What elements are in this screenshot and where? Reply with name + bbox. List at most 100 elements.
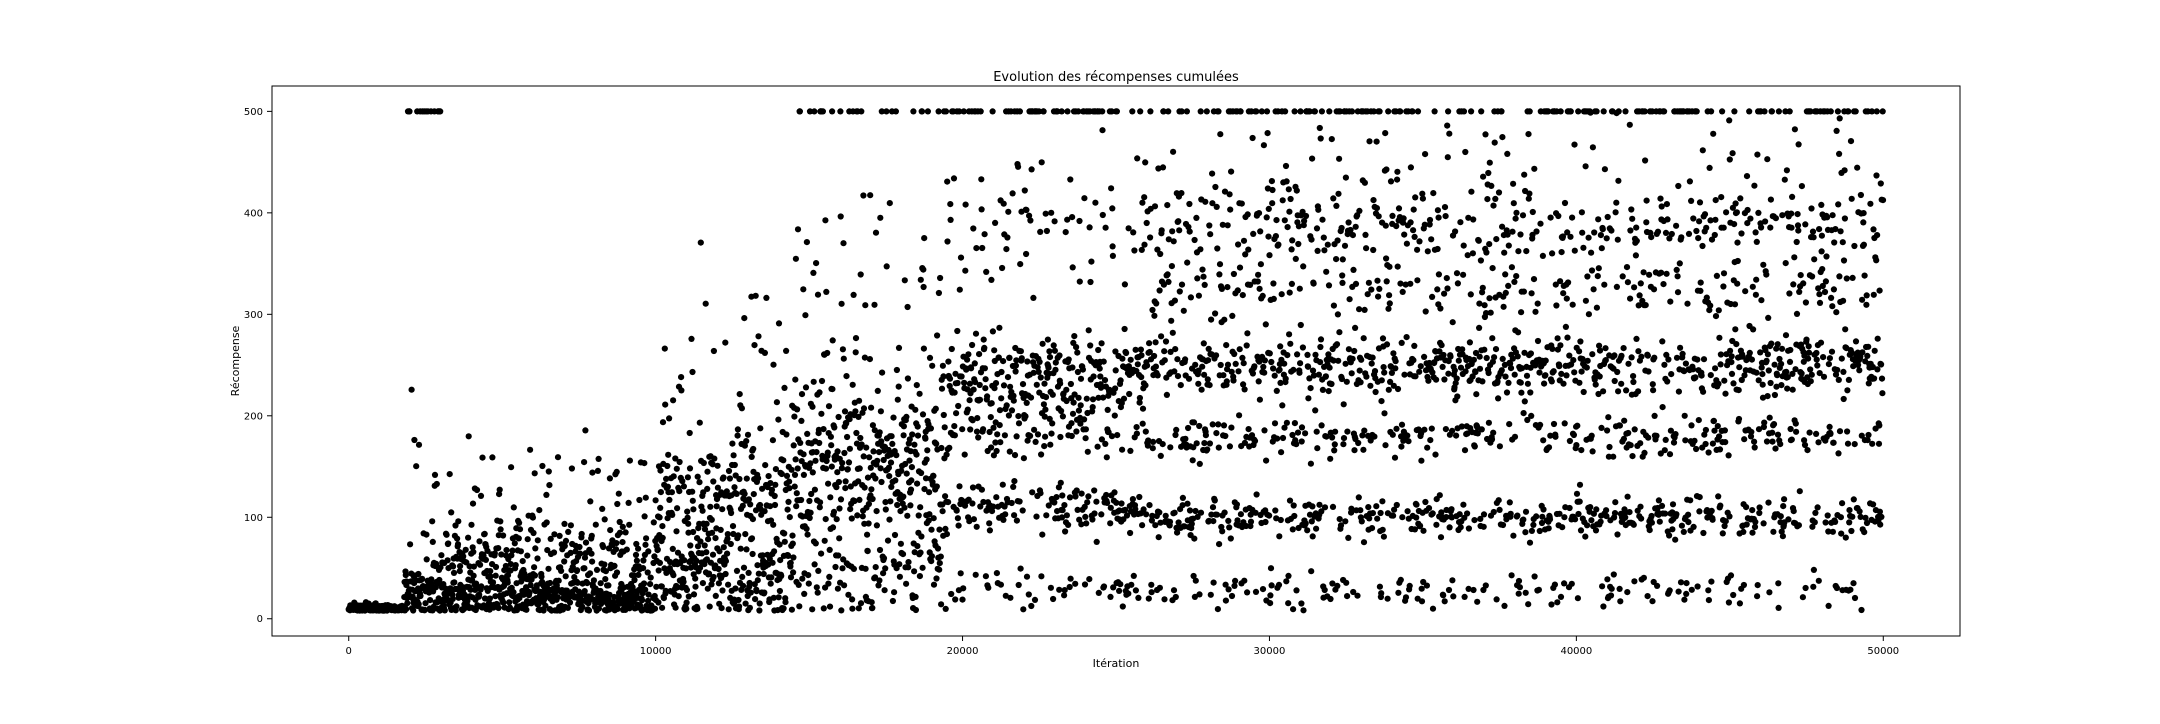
data-point xyxy=(771,501,779,509)
data-point xyxy=(1297,108,1304,115)
data-point xyxy=(1093,538,1100,546)
data-point xyxy=(1285,186,1292,193)
data-point xyxy=(842,478,849,485)
data-point xyxy=(886,200,893,207)
data-point xyxy=(511,540,518,547)
data-point xyxy=(1263,214,1270,221)
data-point xyxy=(1789,193,1796,200)
data-point xyxy=(446,471,453,478)
data-point xyxy=(1445,370,1452,377)
data-point xyxy=(1627,227,1634,234)
data-point xyxy=(1486,295,1493,302)
data-point xyxy=(1325,351,1332,358)
data-point xyxy=(1764,351,1771,358)
data-point xyxy=(759,552,766,559)
data-point xyxy=(882,499,889,506)
data-point xyxy=(1726,156,1733,163)
data-point xyxy=(704,485,711,492)
data-point xyxy=(891,589,898,596)
data-point xyxy=(1010,392,1017,399)
data-point xyxy=(1542,372,1549,379)
data-point xyxy=(1549,345,1556,352)
data-point xyxy=(781,384,788,391)
data-point xyxy=(1275,581,1283,589)
data-point xyxy=(1576,379,1583,386)
data-point xyxy=(1655,497,1662,504)
data-point xyxy=(1069,214,1076,221)
data-point xyxy=(1638,353,1645,360)
data-point xyxy=(1267,600,1274,607)
data-point xyxy=(789,540,796,547)
data-point xyxy=(1374,515,1381,522)
data-point xyxy=(1507,365,1515,372)
data-point xyxy=(864,474,872,481)
data-point xyxy=(1452,228,1459,235)
data-point xyxy=(928,558,935,565)
data-point xyxy=(1766,589,1773,596)
data-point xyxy=(873,508,880,515)
data-point xyxy=(1296,369,1303,376)
data-point xyxy=(1730,380,1737,387)
data-point xyxy=(1260,363,1267,370)
data-point xyxy=(1085,327,1092,334)
data-point xyxy=(1567,108,1574,115)
data-point xyxy=(1317,336,1325,343)
data-point xyxy=(1107,520,1114,527)
data-point xyxy=(713,503,720,510)
data-point xyxy=(1328,136,1335,143)
data-point xyxy=(685,520,692,527)
data-point xyxy=(613,468,620,475)
data-point xyxy=(994,431,1001,438)
data-point xyxy=(771,548,778,555)
data-point xyxy=(1561,514,1568,521)
data-point xyxy=(645,548,652,555)
data-point xyxy=(679,478,686,485)
data-point xyxy=(1193,214,1200,221)
data-point xyxy=(611,562,618,570)
data-point xyxy=(689,497,696,504)
data-point xyxy=(842,485,849,492)
data-point xyxy=(1368,286,1375,293)
data-point xyxy=(1416,238,1423,245)
data-point xyxy=(1713,272,1720,279)
data-point xyxy=(1316,124,1323,132)
data-point xyxy=(1282,108,1289,115)
data-point xyxy=(1257,228,1264,235)
data-point xyxy=(837,496,845,503)
data-point xyxy=(1216,541,1223,548)
data-point xyxy=(1585,311,1592,318)
data-point xyxy=(588,532,595,539)
data-point xyxy=(922,475,930,482)
data-point xyxy=(762,462,769,469)
data-point xyxy=(1787,425,1794,433)
data-point xyxy=(1710,417,1717,424)
data-point xyxy=(1356,367,1363,374)
data-point xyxy=(690,528,697,536)
data-point xyxy=(1163,391,1170,398)
data-point xyxy=(1178,190,1185,197)
data-point xyxy=(1470,586,1477,594)
data-point xyxy=(1642,157,1649,164)
data-point xyxy=(877,408,885,415)
data-point xyxy=(454,535,461,542)
data-point xyxy=(724,531,731,538)
data-point xyxy=(1398,339,1405,346)
data-point xyxy=(1017,348,1024,355)
data-point xyxy=(635,571,642,579)
data-point xyxy=(921,486,928,493)
data-point xyxy=(1444,154,1451,161)
data-point xyxy=(1635,388,1642,395)
data-point xyxy=(1083,520,1090,527)
data-point xyxy=(960,585,967,592)
data-point xyxy=(1708,108,1715,115)
data-point xyxy=(1345,219,1352,226)
data-point xyxy=(822,465,830,472)
data-point xyxy=(823,288,830,295)
data-point xyxy=(1560,380,1567,387)
data-point xyxy=(1523,248,1530,255)
data-point xyxy=(1506,499,1513,506)
data-point xyxy=(1536,369,1543,376)
data-point xyxy=(1050,595,1057,603)
data-point xyxy=(910,108,917,115)
data-point xyxy=(1448,506,1455,513)
